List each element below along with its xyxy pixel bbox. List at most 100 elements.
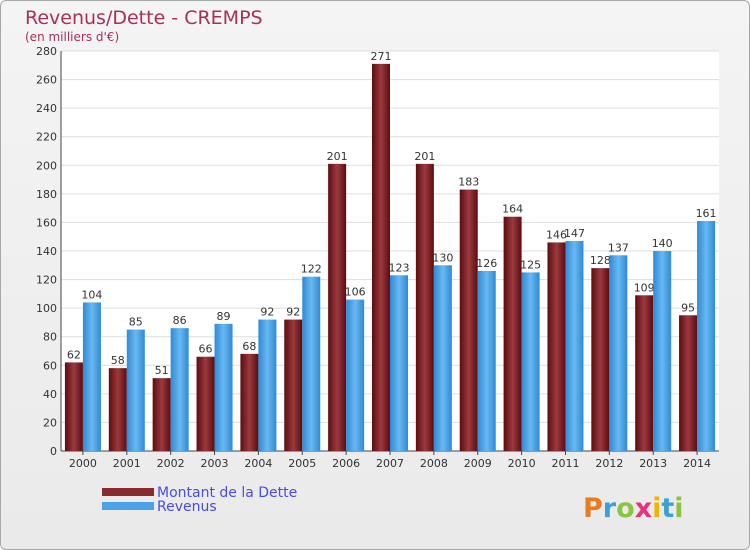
chart-subtitle: (en milliers d'€) [25,30,119,44]
data-label: 125 [520,258,541,271]
revenue-bar [390,275,408,451]
data-label: 92 [260,306,274,319]
x-tick-label: 2012 [595,457,623,470]
y-tick-label: 160 [36,216,57,229]
revenue-bar [433,265,452,451]
data-label: 66 [199,343,213,356]
plot-area: 0 20 40 60 80 100 120 140 160 180 200 220 240 260 280 6… [36,45,719,470]
y-tick-label: 140 [36,245,57,258]
debt-bar [679,315,698,451]
revenue-bar [302,276,321,451]
data-label: 147 [564,227,585,240]
debt-bar [196,356,215,451]
data-label: 86 [173,314,187,327]
x-tick-label: 2013 [639,457,667,470]
legend-swatch-revenue [102,502,154,510]
y-tick-label: 100 [36,302,57,315]
data-label: 122 [301,263,322,276]
data-label: 140 [652,237,673,250]
debt-bar [415,163,434,451]
legend-label-debt: Montant de la Dette [157,485,297,501]
x-tick-label: 2009 [464,457,492,470]
x-tick-label: 2001 [113,457,141,470]
debt-bar [459,189,478,452]
debt-bar [152,378,171,451]
y-tick-label: 260 [36,74,57,87]
data-label: 137 [608,241,629,254]
data-label: 128 [590,254,611,267]
data-label: 92 [286,306,300,319]
data-label: 201 [414,150,435,163]
x-tick-label: 2004 [244,457,272,470]
revenue-bar [126,329,145,451]
x-tick-label: 2003 [201,457,229,470]
y-tick-label: 200 [36,159,57,172]
revenue-bar [477,271,496,451]
data-label: 58 [111,354,125,367]
revenue-bar [565,241,584,451]
y-tick-label: 180 [36,188,57,201]
x-tick-label: 2007 [376,457,404,470]
debt-bar [240,353,259,451]
revenue-bar [170,328,189,451]
data-label: 271 [371,50,392,63]
chart-title: Revenus/Dette - CREMPS [25,7,263,29]
data-label: 89 [217,310,231,323]
debt-bar [591,268,610,451]
revenue-bar [697,221,716,451]
data-label: 68 [242,340,256,353]
y-tick-label: 120 [36,274,57,287]
debt-bar [64,362,83,451]
data-label: 123 [389,261,410,274]
legend-swatch-debt [102,488,154,496]
revenue-bar [214,323,233,451]
y-tick-label: 220 [36,131,57,144]
data-label: 62 [67,348,81,361]
x-tick-label: 2010 [508,457,536,470]
data-label: 130 [432,251,453,264]
y-tick-label: 60 [43,359,57,372]
data-label: 183 [458,176,479,189]
debt-bar [108,368,127,451]
debt-bar [635,295,654,451]
data-label: 106 [345,286,366,299]
y-tick-label: 40 [43,388,57,401]
x-tick-label: 2005 [288,457,316,470]
debt-bar [328,163,347,451]
revenue-bar [82,302,101,451]
proxiti-logo: Proxiti [583,493,684,524]
data-label: 161 [696,207,717,220]
y-tick-label: 280 [36,45,57,58]
revenue-bar [258,319,277,451]
data-label: 164 [502,203,523,216]
x-tick-label: 2008 [420,457,448,470]
legend-label-revenue: Revenus [157,499,217,515]
data-label: 95 [681,301,695,314]
x-tick-label: 2000 [69,457,97,470]
data-label: 109 [634,281,655,294]
revenue-bar [653,251,672,451]
y-tick-label: 240 [36,102,57,115]
debt-bar [372,63,390,451]
debt-bar [547,242,566,451]
revenue-bar [346,299,365,451]
debt-bar [503,216,522,451]
data-label: 85 [129,316,143,329]
data-label: 104 [81,288,102,301]
data-label: 201 [327,150,348,163]
data-label: 126 [476,257,497,270]
revenue-bar [609,255,628,451]
x-tick-label: 2002 [157,457,185,470]
revenue-bar [521,272,540,451]
y-tick-label: 80 [43,331,57,344]
y-tick-label: 20 [43,416,57,429]
x-tick-label: 2014 [683,457,711,470]
x-tick-label: 2011 [551,457,579,470]
x-tick-label: 2006 [332,457,360,470]
debt-bar [284,319,303,451]
data-label: 146 [546,228,567,241]
y-tick-label: 0 [50,445,57,458]
